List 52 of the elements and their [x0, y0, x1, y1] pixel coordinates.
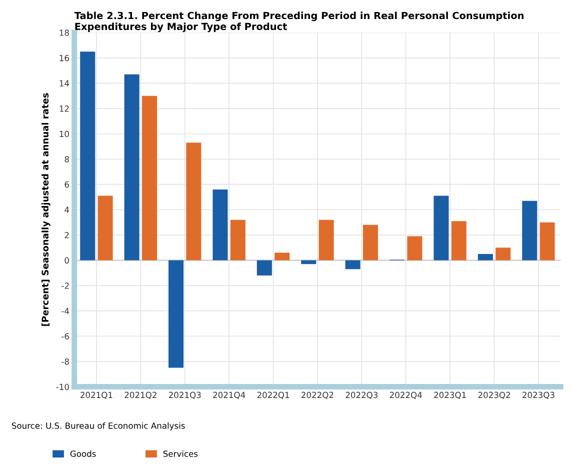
bar — [496, 248, 511, 260]
x-tick-label: 2022Q2 — [302, 392, 334, 400]
y-tick-label: 12 — [60, 105, 69, 112]
bar — [168, 260, 184, 368]
x-tick-label: 2021Q2 — [124, 392, 156, 400]
bar — [301, 260, 316, 264]
y-tick-label: 10 — [60, 130, 69, 138]
y-tick-label: 8 — [64, 156, 69, 162]
bar — [256, 260, 272, 276]
y-tick-label: -4 — [62, 308, 70, 314]
bar — [186, 142, 202, 260]
x-tick-label: 2022Q1 — [257, 392, 290, 400]
bar — [318, 220, 334, 260]
x-tick-label: 2021Q4 — [213, 392, 246, 400]
bar — [230, 220, 246, 260]
bar — [274, 252, 290, 260]
x-tick-label: 2021Q1 — [80, 392, 112, 400]
bar — [142, 96, 158, 260]
bar — [80, 52, 96, 260]
bar — [407, 236, 422, 260]
x-tick-label: 2021Q3 — [168, 392, 201, 400]
x-tick-label: 2023Q3 — [522, 392, 554, 400]
x-tick-label: 2023Q1 — [434, 392, 466, 400]
y-tick-label: 0 — [64, 257, 69, 264]
bar — [212, 189, 228, 260]
bar — [98, 196, 113, 260]
y-tick-label: -8 — [62, 358, 69, 365]
y-tick-label: 18 — [60, 30, 69, 36]
y-tick-label: 6 — [64, 181, 69, 188]
legend-label: Goods — [70, 450, 96, 457]
y-tick-label: -6 — [62, 333, 69, 340]
bar — [362, 224, 378, 260]
y-tick-label: -10 — [56, 384, 69, 390]
legend-label: Services — [163, 450, 198, 457]
bar — [345, 260, 360, 270]
bar — [540, 222, 555, 260]
bar — [451, 221, 466, 260]
y-tick-label: 14 — [60, 80, 70, 86]
y-axis-title: [Percent] Seasonally adjusted at annual rates — [42, 93, 50, 326]
y-tick-label: -2 — [62, 282, 69, 289]
y-tick-label: 4 — [64, 206, 70, 213]
bar — [434, 196, 449, 260]
x-tick-label: 2022Q4 — [390, 392, 422, 400]
chart-title: Table 2.3.1. Percent Change From Preceding Period in Real Personal Consumption Expenditures by Major Type of Product — [74, 12, 524, 32]
y-tick-label: 2 — [64, 232, 69, 238]
bar — [124, 74, 140, 260]
y-tick-label: 16 — [60, 54, 69, 62]
source-note: Source: U.S. Bureau of Economic Analysis — [12, 422, 185, 430]
x-tick-label: 2022Q3 — [346, 392, 378, 400]
bar — [522, 200, 538, 260]
x-tick-label: 2023Q2 — [478, 392, 510, 400]
bar — [478, 254, 493, 260]
